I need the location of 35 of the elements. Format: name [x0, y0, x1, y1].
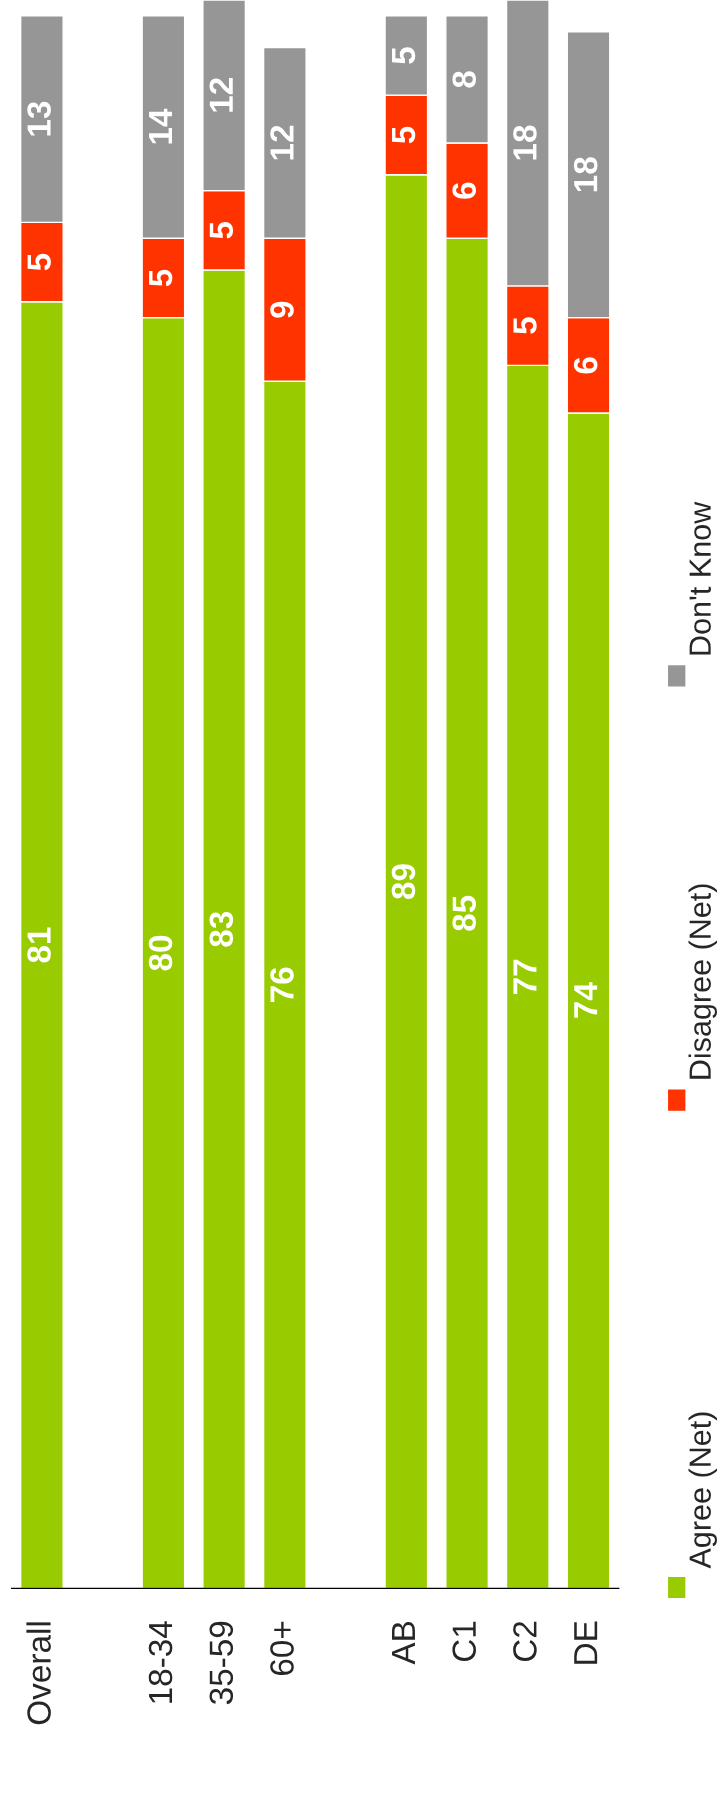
x-tick-label: 60+ [270, 1621, 294, 1676]
data-label: 5 [392, 47, 416, 64]
data-label: 83 [209, 911, 234, 947]
data-label: 14 [149, 108, 173, 144]
text: Agree (Net) [688, 1412, 717, 1569]
data-label: 6 [452, 182, 477, 199]
x-tick-label: DE [574, 1621, 598, 1664]
data-label: 5 [209, 221, 234, 239]
x-tick-label: Overall [26, 1622, 51, 1725]
data-label: 81 [27, 927, 51, 963]
data-label: 5 [149, 269, 173, 287]
data-label: 9 [270, 301, 294, 318]
data-label: 89 [391, 864, 416, 900]
data-label: 8 [452, 71, 477, 88]
data-label: 5 [513, 317, 537, 334]
x-tick-label: C2 [513, 1621, 537, 1662]
data-label: 74 [574, 982, 598, 1018]
data-label: 6 [573, 357, 598, 374]
data-label: 77 [513, 959, 537, 994]
data-label: 18 [573, 157, 598, 192]
data-label: 13 [27, 101, 51, 136]
x-tick-label: 35-59 [209, 1621, 234, 1705]
text: Disagree (Net) [688, 884, 717, 1079]
x-tick-label: 18-34 [148, 1621, 173, 1703]
data-label: 12 [270, 125, 294, 160]
data-label: 80 [148, 935, 173, 971]
text: Don't Know [689, 501, 711, 655]
data-label: 5 [27, 253, 51, 271]
data-label: 18 [513, 125, 537, 160]
data-label: 85 [452, 895, 477, 931]
x-tick-label: C1 [452, 1621, 477, 1662]
x-tick-label: AB [392, 1621, 415, 1665]
data-label: 5 [392, 126, 416, 144]
data-label: 76 [270, 967, 294, 1002]
data-label: 12 [209, 78, 233, 112]
